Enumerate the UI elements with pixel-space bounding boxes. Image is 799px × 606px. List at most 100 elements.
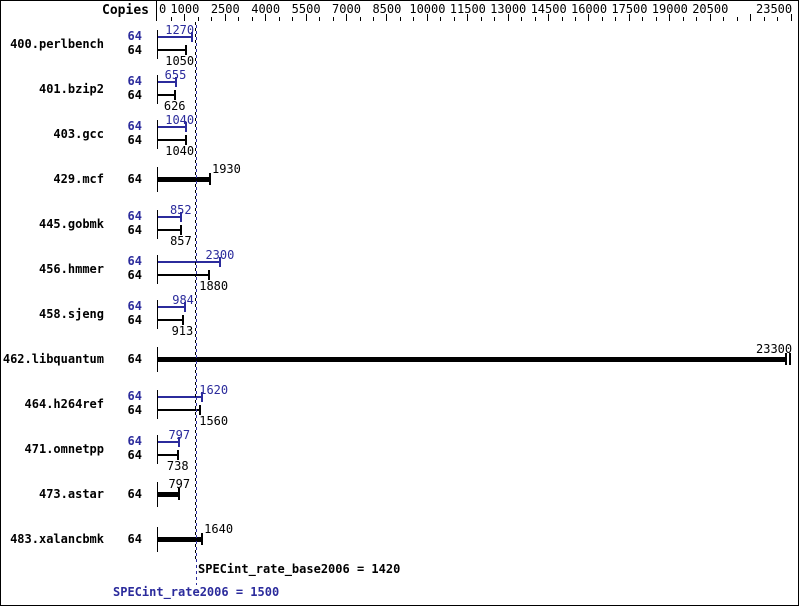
base-bar xyxy=(158,177,210,182)
copies-value: 64 xyxy=(127,223,142,237)
copies-value: 64 xyxy=(127,172,142,186)
axis-major-tick xyxy=(669,14,671,21)
axis-label: 17500 xyxy=(611,2,648,16)
spec-rate-base-summary: SPECint_rate_base2006 = 1420 xyxy=(198,562,401,576)
axis-minor-tick xyxy=(601,17,603,21)
axis-label: 7000 xyxy=(332,2,361,16)
axis-minor-tick xyxy=(238,17,240,21)
bar-end-tick xyxy=(207,270,210,280)
benchmark-label: 458.sjeng xyxy=(38,307,104,321)
axis-major-tick xyxy=(386,14,388,21)
peak-value-label: 655 xyxy=(164,68,187,82)
copies-value: 64 xyxy=(127,532,142,546)
axis-label: 4000 xyxy=(251,2,281,16)
axis-minor-tick xyxy=(251,17,253,21)
copies-value: 64 xyxy=(127,389,142,403)
axis-major-tick xyxy=(467,14,469,21)
copies-column-header: Copies xyxy=(102,3,149,18)
axis-minor-tick xyxy=(534,17,536,21)
bar-end-tick xyxy=(208,173,211,185)
axis-minor-tick xyxy=(777,17,779,21)
base-bar xyxy=(158,409,201,411)
base-value-label: 626 xyxy=(163,99,186,113)
axis-minor-tick xyxy=(521,17,523,21)
base-value-label: 1880 xyxy=(199,279,229,293)
axis-major-tick xyxy=(265,14,267,21)
peak-value-label: 1040 xyxy=(165,113,195,127)
axis-major-tick xyxy=(709,14,711,21)
copies-value: 64 xyxy=(127,74,142,88)
axis-zero-line xyxy=(156,1,157,21)
base-bar xyxy=(158,274,209,276)
axis-label: 23500 xyxy=(756,2,793,16)
copies-value: 64 xyxy=(127,434,142,448)
axis-minor-tick xyxy=(763,17,765,21)
peak-value-label: 852 xyxy=(169,203,192,217)
benchmark-label: 456.hmmer xyxy=(38,262,104,276)
benchmark-label: 464.h264ref xyxy=(24,397,104,411)
base-value-label: 857 xyxy=(170,234,192,248)
bar-end-tick xyxy=(191,32,194,42)
base-value-label: 1560 xyxy=(199,414,229,428)
group-baseline xyxy=(157,167,158,192)
bar-end-tick xyxy=(201,533,204,545)
peak-value-label: 1620 xyxy=(199,383,229,397)
copies-value: 64 xyxy=(127,299,142,313)
copies-value: 64 xyxy=(127,133,142,147)
axis-minor-tick xyxy=(682,17,684,21)
peak-value-label: 797 xyxy=(168,428,191,442)
group-baseline xyxy=(157,30,158,59)
copies-value: 64 xyxy=(127,352,142,366)
bar-end-tick xyxy=(180,225,183,235)
base-bar xyxy=(158,319,183,321)
single-value-label: 23300 xyxy=(756,342,793,356)
base-bar xyxy=(158,357,786,362)
axis-minor-tick xyxy=(615,17,617,21)
copies-value: 64 xyxy=(127,487,142,501)
single-value-label: 797 xyxy=(168,477,191,491)
group-baseline xyxy=(157,435,158,464)
peak-value-label: 1270 xyxy=(165,23,195,37)
axis-minor-tick xyxy=(319,17,321,21)
bar-end-tick xyxy=(181,315,184,325)
axis-minor-tick xyxy=(453,17,455,21)
base-value-label: 913 xyxy=(171,324,194,338)
copies-value: 64 xyxy=(127,254,142,268)
axis-minor-tick xyxy=(480,17,482,21)
ref-line-peak xyxy=(196,22,197,585)
axis-minor-tick xyxy=(278,17,280,21)
group-baseline xyxy=(157,75,158,104)
axis-minor-tick xyxy=(211,17,213,21)
axis-minor-tick xyxy=(197,17,199,21)
bar-end-tick xyxy=(178,437,181,447)
axis-major-tick xyxy=(790,14,792,21)
peak-value-label: 984 xyxy=(172,293,194,307)
axis-minor-tick xyxy=(655,17,657,21)
group-baseline xyxy=(157,347,158,372)
group-baseline xyxy=(157,210,158,239)
axis-minor-tick xyxy=(561,17,563,21)
bar-end-tick xyxy=(185,45,188,55)
bar-end-tick xyxy=(784,353,787,365)
peak-bar xyxy=(158,126,186,128)
axis-major-tick xyxy=(548,14,550,21)
bar-end-tick xyxy=(174,77,177,87)
group-baseline xyxy=(157,527,158,552)
axis-minor-tick xyxy=(440,17,442,21)
single-value-label: 1930 xyxy=(211,162,241,176)
bar-end-tick xyxy=(173,90,176,100)
axis-major-tick xyxy=(184,14,186,21)
value-axis: 0 1000 2500 4000 5500 7000 8500 10000 11500 13000… xyxy=(1,1,798,23)
axis-minor-tick xyxy=(399,17,401,21)
bar-end-tick xyxy=(199,405,202,415)
peak-bar xyxy=(158,396,202,398)
copies-value: 64 xyxy=(127,403,142,417)
axis-minor-tick xyxy=(575,17,576,21)
base-bar xyxy=(158,49,187,51)
axis-label: 16000 xyxy=(570,2,608,16)
axis-major-tick xyxy=(346,14,348,21)
benchmark-label: 401.bzip2 xyxy=(38,82,104,96)
bar-end-tick xyxy=(788,353,791,365)
base-bar xyxy=(158,537,203,542)
